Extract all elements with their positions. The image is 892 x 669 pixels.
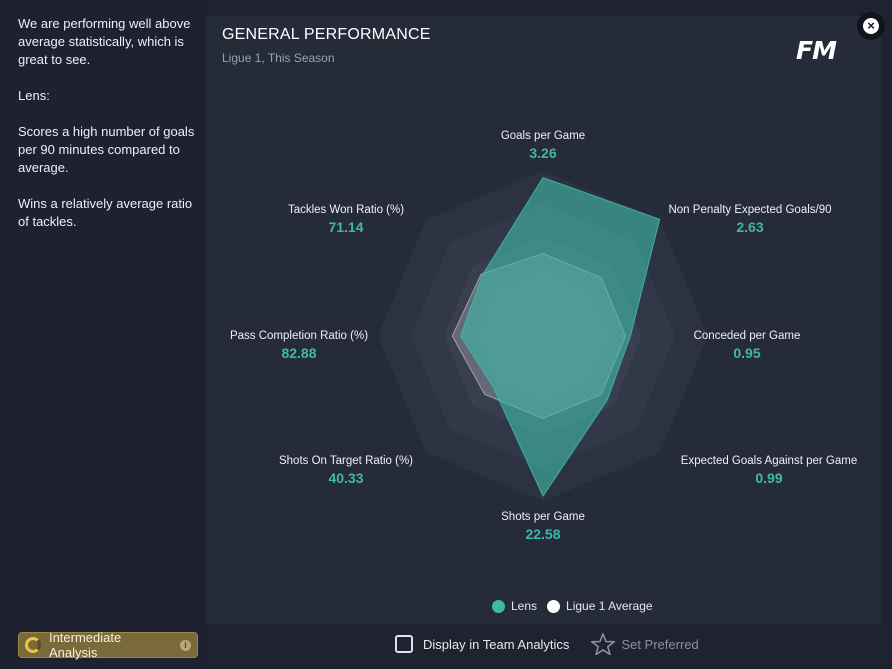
- chart-panel: GENERAL PERFORMANCE Ligue 1, This Season…: [206, 16, 881, 624]
- legend-label: Lens: [511, 599, 538, 613]
- legend-label: Ligue 1 Average: [566, 599, 653, 613]
- fm-logo: FM: [796, 36, 837, 65]
- axis-value: 2.63: [736, 219, 764, 235]
- axis-value: 40.33: [328, 470, 364, 486]
- insight-subject: Lens:: [18, 88, 50, 103]
- axis-name: Shots per Game: [501, 511, 585, 523]
- set-preferred-label: Set Preferred: [621, 636, 699, 652]
- radar-axis-label: Non Penalty Expected Goals/90 2.63: [650, 204, 850, 235]
- radar-series-lens: [459, 176, 661, 498]
- star-icon: [591, 633, 616, 655]
- legend-dot-average: [547, 599, 561, 613]
- axis-value: 71.14: [328, 219, 364, 235]
- radar-axis-label: Pass Completion Ratio (%) 82.88: [199, 330, 399, 361]
- set-preferred-button[interactable]: Set Preferred: [591, 633, 699, 655]
- insight-text: Wins a relatively average ratio of tackl…: [18, 196, 193, 229]
- analysis-ring-icon: [25, 637, 41, 653]
- axis-value: 82.88: [281, 345, 317, 361]
- axis-value: 3.26: [529, 145, 557, 161]
- footer-controls: Display in Team Analytics Set Preferred: [395, 633, 699, 655]
- radar-axis-label: Shots On Target Ratio (%) 40.33: [246, 455, 446, 486]
- axis-name: Pass Completion Ratio (%): [229, 330, 369, 342]
- chart-legend: Lens Ligue 1 Average: [492, 599, 663, 613]
- panel-title: GENERAL PERFORMANCE: [222, 26, 431, 43]
- legend-item-league-average[interactable]: Ligue 1 Average: [547, 599, 653, 613]
- legend-item-lens[interactable]: Lens: [492, 599, 537, 613]
- axis-value: 0.95: [733, 345, 761, 361]
- radar-axis-label: Tackles Won Ratio (%) 71.14: [246, 204, 446, 235]
- insight-text: Scores a high number of goals per 90 min…: [18, 124, 195, 175]
- analysis-label: Intermediate Analysis: [48, 630, 122, 660]
- axis-name: Tackles Won Ratio (%): [287, 204, 405, 216]
- axis-name: Conceded per Game: [693, 330, 801, 342]
- radar-axis-label: Shots per Game 22.58: [443, 511, 643, 542]
- axis-name: Expected Goals Against per Game: [680, 455, 858, 467]
- radar-axis-label: Expected Goals Against per Game 0.99: [669, 455, 869, 486]
- legend-dot-lens: [492, 599, 505, 613]
- info-icon[interactable]: i: [180, 639, 191, 651]
- radar-chart: [378, 171, 708, 501]
- axis-value: 22.58: [525, 526, 561, 542]
- panel-subtitle: Ligue 1, This Season: [222, 51, 335, 65]
- display-in-team-analytics-checkbox[interactable]: [395, 635, 413, 653]
- insights-sidebar: We are performing well above average sta…: [0, 0, 206, 669]
- insight-text: We are performing well above average sta…: [18, 16, 191, 67]
- axis-name: Goals per Game: [500, 130, 586, 142]
- close-icon: ×: [863, 18, 879, 34]
- display-in-team-analytics-label[interactable]: Display in Team Analytics: [423, 636, 570, 652]
- axis-value: 0.99: [755, 470, 783, 486]
- axis-name: Non Penalty Expected Goals/90: [668, 204, 832, 216]
- close-button[interactable]: ×: [857, 12, 885, 40]
- axis-name: Shots On Target Ratio (%): [278, 455, 413, 467]
- analysis-level-badge[interactable]: Intermediate Analysis i: [18, 630, 198, 660]
- radar-axis-label: Conceded per Game 0.95: [647, 330, 847, 361]
- radar-axis-label: Goals per Game 3.26: [443, 130, 643, 161]
